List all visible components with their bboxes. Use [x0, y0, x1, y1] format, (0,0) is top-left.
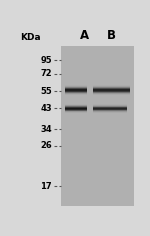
Bar [93, 87, 130, 88]
Bar [65, 90, 87, 91]
Bar [93, 112, 127, 113]
Bar [65, 110, 87, 111]
Text: 34: 34 [40, 125, 52, 134]
Text: 26: 26 [40, 141, 52, 150]
Bar [65, 94, 87, 95]
Bar [93, 94, 130, 95]
Bar [65, 108, 87, 109]
Bar [65, 88, 87, 89]
Text: B: B [107, 29, 116, 42]
Bar [65, 106, 87, 107]
Bar [65, 93, 87, 94]
Bar [93, 91, 130, 92]
Bar [93, 106, 127, 107]
Text: 95: 95 [40, 56, 52, 65]
Bar [93, 88, 130, 89]
Bar [65, 105, 87, 106]
Text: KDa: KDa [20, 33, 40, 42]
Bar [65, 86, 87, 87]
Bar [93, 111, 127, 112]
Bar [65, 85, 87, 86]
Bar [65, 104, 87, 105]
Bar [65, 109, 87, 110]
Bar [65, 111, 87, 112]
Bar [65, 87, 87, 88]
Bar [93, 108, 127, 109]
Bar [65, 89, 87, 90]
Bar [93, 89, 130, 90]
Text: A: A [80, 29, 89, 42]
Text: 55: 55 [40, 87, 52, 96]
Bar [61, 46, 134, 206]
Bar [93, 107, 127, 108]
Bar [65, 91, 87, 92]
Text: 43: 43 [40, 104, 52, 113]
Bar [65, 112, 87, 113]
Bar [65, 92, 87, 93]
Bar [65, 107, 87, 108]
Bar [93, 104, 127, 105]
Bar [93, 105, 127, 106]
Bar [93, 85, 130, 86]
Bar [93, 110, 127, 111]
Bar [93, 92, 130, 93]
Bar [93, 93, 130, 94]
Bar [93, 109, 127, 110]
Bar [93, 86, 130, 87]
Text: 72: 72 [40, 69, 52, 78]
Text: 17: 17 [40, 182, 52, 191]
Bar [93, 90, 130, 91]
